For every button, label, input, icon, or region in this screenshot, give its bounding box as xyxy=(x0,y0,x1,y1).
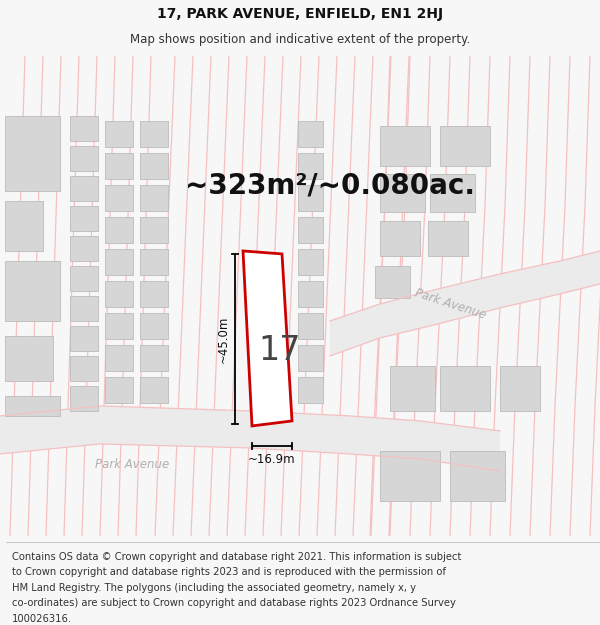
Bar xyxy=(70,116,98,141)
Bar xyxy=(380,221,420,256)
Bar xyxy=(105,345,133,371)
Bar xyxy=(298,185,323,211)
Bar xyxy=(428,221,468,256)
Bar xyxy=(140,121,168,147)
Text: to Crown copyright and database rights 2023 and is reproduced with the permissio: to Crown copyright and database rights 2… xyxy=(12,568,446,578)
Bar xyxy=(140,185,168,211)
Bar xyxy=(298,121,323,147)
Bar xyxy=(70,206,98,231)
Bar xyxy=(70,176,98,201)
Text: co-ordinates) are subject to Crown copyright and database rights 2023 Ordnance S: co-ordinates) are subject to Crown copyr… xyxy=(12,598,456,608)
Bar xyxy=(430,174,475,212)
Polygon shape xyxy=(330,251,600,356)
Bar xyxy=(375,266,410,298)
Bar xyxy=(105,249,133,275)
Bar xyxy=(105,217,133,243)
Bar xyxy=(298,313,323,339)
Bar xyxy=(140,153,168,179)
Bar xyxy=(70,356,98,381)
Bar xyxy=(70,386,98,411)
Bar xyxy=(380,174,425,212)
Text: ~16.9m: ~16.9m xyxy=(248,454,296,466)
Bar xyxy=(70,326,98,351)
Bar xyxy=(380,451,440,501)
Text: Contains OS data © Crown copyright and database right 2021. This information is : Contains OS data © Crown copyright and d… xyxy=(12,552,461,562)
Bar xyxy=(105,153,133,179)
Bar xyxy=(140,249,168,275)
Text: HM Land Registry. The polygons (including the associated geometry, namely x, y: HM Land Registry. The polygons (includin… xyxy=(12,582,416,592)
Bar xyxy=(70,146,98,171)
Text: Map shows position and indicative extent of the property.: Map shows position and indicative extent… xyxy=(130,34,470,46)
Bar xyxy=(5,336,53,381)
Bar xyxy=(450,451,505,501)
Text: 17, PARK AVENUE, ENFIELD, EN1 2HJ: 17, PARK AVENUE, ENFIELD, EN1 2HJ xyxy=(157,8,443,21)
Bar xyxy=(390,366,435,411)
Bar xyxy=(140,281,168,307)
Bar xyxy=(5,261,60,321)
Polygon shape xyxy=(243,251,292,426)
Text: Park Avenue: Park Avenue xyxy=(95,458,169,471)
Bar xyxy=(140,377,168,403)
Text: Park Avenue: Park Avenue xyxy=(413,286,487,322)
Bar xyxy=(105,281,133,307)
Bar xyxy=(298,153,323,179)
Bar xyxy=(70,266,98,291)
Bar xyxy=(298,377,323,403)
Bar xyxy=(140,313,168,339)
Bar xyxy=(70,236,98,261)
Text: 100026316.: 100026316. xyxy=(12,614,72,624)
Bar xyxy=(380,126,430,166)
Bar xyxy=(440,366,490,411)
Text: ~45.0m: ~45.0m xyxy=(217,315,229,362)
Text: ~323m²/~0.080ac.: ~323m²/~0.080ac. xyxy=(185,172,475,200)
Bar xyxy=(298,281,323,307)
Bar xyxy=(5,201,43,251)
Bar xyxy=(298,249,323,275)
Bar xyxy=(140,217,168,243)
Bar xyxy=(105,185,133,211)
Bar xyxy=(5,396,60,416)
Polygon shape xyxy=(0,406,500,471)
Bar xyxy=(5,116,60,191)
Bar xyxy=(140,345,168,371)
Bar xyxy=(105,377,133,403)
Bar xyxy=(105,121,133,147)
Bar xyxy=(500,366,540,411)
Bar xyxy=(298,345,323,371)
Bar xyxy=(70,296,98,321)
Bar xyxy=(440,126,490,166)
Text: 17: 17 xyxy=(259,334,301,367)
Bar xyxy=(298,217,323,243)
Bar xyxy=(105,313,133,339)
